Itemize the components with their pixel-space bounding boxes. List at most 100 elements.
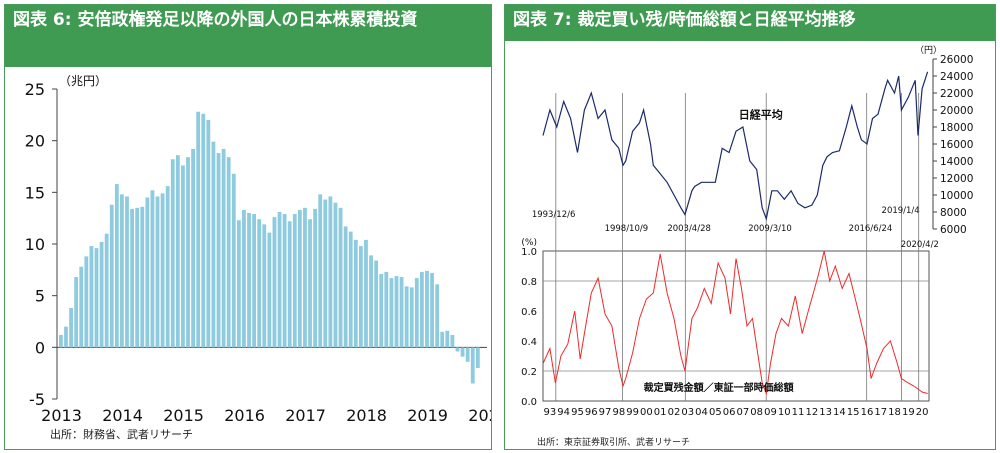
bar	[191, 148, 196, 348]
bar	[252, 214, 257, 348]
bar	[425, 270, 429, 348]
nikkei-series-label: 日経平均	[739, 108, 783, 122]
nikkei-tick-label: 24000	[940, 71, 973, 83]
left-chart-panel: 図表 6: 安倍政権発足以降の外国人の日本株累積投資 -5 0 5 10 15 20 25 （…	[4, 4, 492, 450]
ratio-tick-label: 0.0	[521, 397, 537, 408]
bar	[79, 266, 84, 348]
ratio-tick-label: 0.8	[521, 277, 537, 288]
x-tick-label: 99	[626, 407, 639, 418]
x-tick-label: 01	[654, 407, 667, 418]
x-tick-label: 2015	[163, 406, 204, 425]
annotation-label: 2009/3/10	[748, 224, 792, 234]
nikkei-tick-label: 20000	[940, 105, 973, 117]
bar	[160, 193, 165, 348]
nikkei-tick-label: 26000	[940, 54, 973, 66]
bar	[348, 231, 353, 348]
bar	[419, 271, 424, 348]
bar	[475, 347, 480, 368]
x-tick-label: 94	[557, 407, 570, 418]
nikkei-tick-label: 18000	[940, 122, 973, 134]
annotation-label: 1998/10/9	[605, 224, 649, 234]
left-chart-title: 図表 6: 安倍政権発足以降の外国人の日本株累積投資	[5, 5, 491, 67]
y-tick-label: 0	[35, 338, 45, 357]
bar	[308, 219, 312, 348]
bar	[445, 330, 450, 348]
x-tick-label: 16	[861, 407, 874, 418]
x-tick-label: 02	[668, 407, 681, 418]
bar	[120, 194, 124, 348]
bar	[145, 197, 150, 348]
bar	[455, 347, 460, 352]
bar	[435, 284, 440, 348]
bar	[216, 153, 221, 348]
bar	[247, 213, 251, 348]
x-tick-label: 15	[847, 407, 860, 418]
bar	[155, 196, 160, 348]
bar	[257, 219, 262, 348]
ratio-unit: (%)	[521, 238, 537, 248]
bar	[409, 287, 414, 348]
bar	[262, 224, 267, 348]
nikkei-tick-label: 16000	[940, 139, 973, 151]
x-tick-label: 09	[764, 407, 777, 418]
bar	[440, 331, 445, 348]
annotation-label: 2019/1/4	[882, 206, 920, 216]
x-tick-label: 18	[888, 407, 901, 418]
bar	[277, 211, 282, 348]
left-source-note: 出所：財務省、武者リサーチ	[50, 428, 193, 441]
left-bar-chart: -5 0 5 10 15 20 25 （兆円） 2013 2014 2015 2016 2017 2018…	[25, 74, 491, 425]
x-tick-label: 2016	[224, 406, 265, 425]
bar	[399, 277, 404, 348]
bar	[181, 165, 185, 348]
bar	[89, 246, 94, 348]
right-line-chart: 6000800010000120001400016000180002000022…	[521, 45, 973, 418]
bar	[94, 248, 99, 348]
nikkei-series-line	[542, 71, 929, 221]
bar	[267, 232, 272, 348]
bar	[338, 207, 343, 348]
x-tick-label: 2018	[346, 406, 387, 425]
bar	[450, 334, 455, 348]
x-tick-label: 98	[612, 407, 625, 418]
x-tick-label: 06	[723, 407, 736, 418]
bar	[282, 214, 287, 348]
x-tick-label: 10	[778, 407, 791, 418]
x-tick-label: 03	[681, 407, 694, 418]
nikkei-tick-label: 6000	[940, 224, 967, 236]
y-tick-label: 20	[25, 132, 45, 151]
y-tick-label: -5	[29, 390, 45, 409]
bar	[201, 113, 206, 348]
ratio-plot-frame	[542, 250, 930, 402]
bar	[364, 239, 368, 348]
bar	[231, 173, 236, 348]
bar	[226, 157, 231, 348]
ratio-tick-label: 0.2	[521, 367, 537, 378]
x-tick-label: 08	[750, 407, 763, 418]
bar	[460, 347, 465, 357]
bar	[430, 272, 434, 348]
bar	[221, 148, 226, 348]
bar	[59, 334, 63, 348]
bar	[69, 308, 73, 348]
bar	[470, 347, 475, 384]
bar	[196, 111, 201, 348]
bar	[389, 278, 394, 348]
right-chart-title: 図表 7: 裁定買い残/時価総額と日経平均推移	[505, 5, 995, 41]
bar	[74, 277, 79, 348]
x-tick-label: 2020	[468, 406, 491, 425]
ratio-tick-label: 0.6	[521, 307, 537, 318]
bar	[353, 239, 358, 348]
annotation-label: 1993/12/6	[532, 210, 576, 220]
bar	[287, 221, 292, 348]
x-tick-label: 14	[833, 407, 846, 418]
nikkei-tick-label: 22000	[940, 88, 973, 100]
bar	[206, 120, 211, 348]
bar	[297, 209, 302, 348]
bar	[379, 273, 384, 348]
x-tick-label: 96	[585, 407, 598, 418]
y-tick-label: 25	[25, 80, 45, 99]
y-axis-unit: （兆円）	[59, 74, 107, 88]
x-tick-label: 00	[640, 407, 653, 418]
x-tick-label: 13	[819, 407, 832, 418]
bar	[130, 208, 134, 348]
